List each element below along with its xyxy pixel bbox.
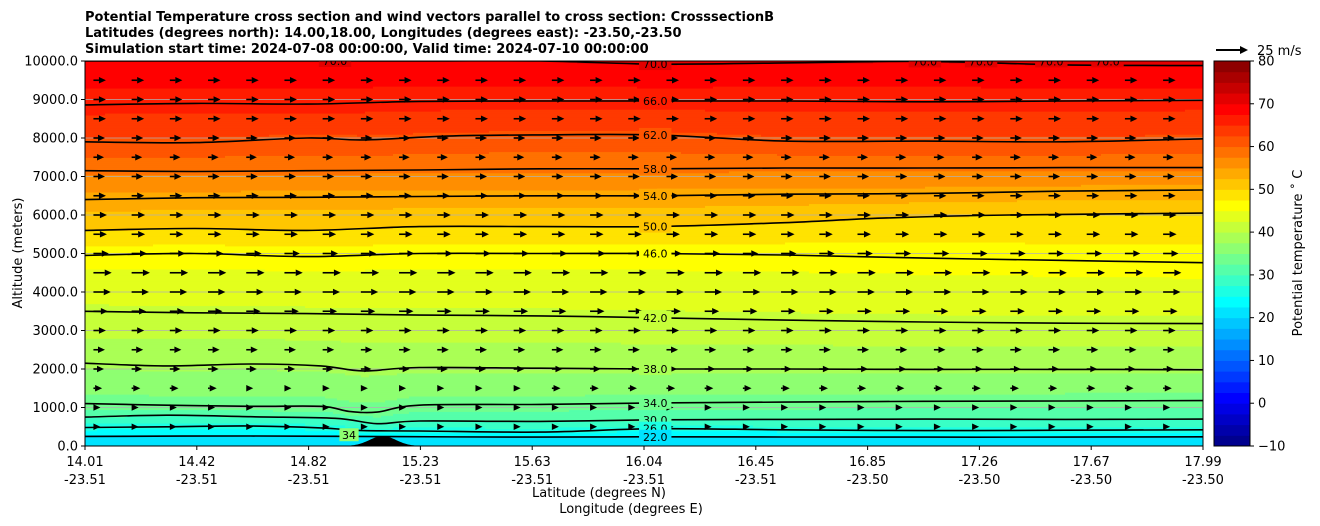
cross-section-chart: Potential Temperature cross section and … [0, 0, 1320, 526]
plot-area: 70.066.062.058.054.050.046.042.038.034.0… [85, 54, 1206, 447]
chart-title-line-3: Simulation start time: 2024-07-08 00:00:… [85, 42, 649, 57]
chart-title-line-1: Potential Temperature cross section and … [85, 10, 774, 25]
chart-title-line-2: Latitudes (degrees north): 14.00,18.00, … [85, 26, 682, 41]
